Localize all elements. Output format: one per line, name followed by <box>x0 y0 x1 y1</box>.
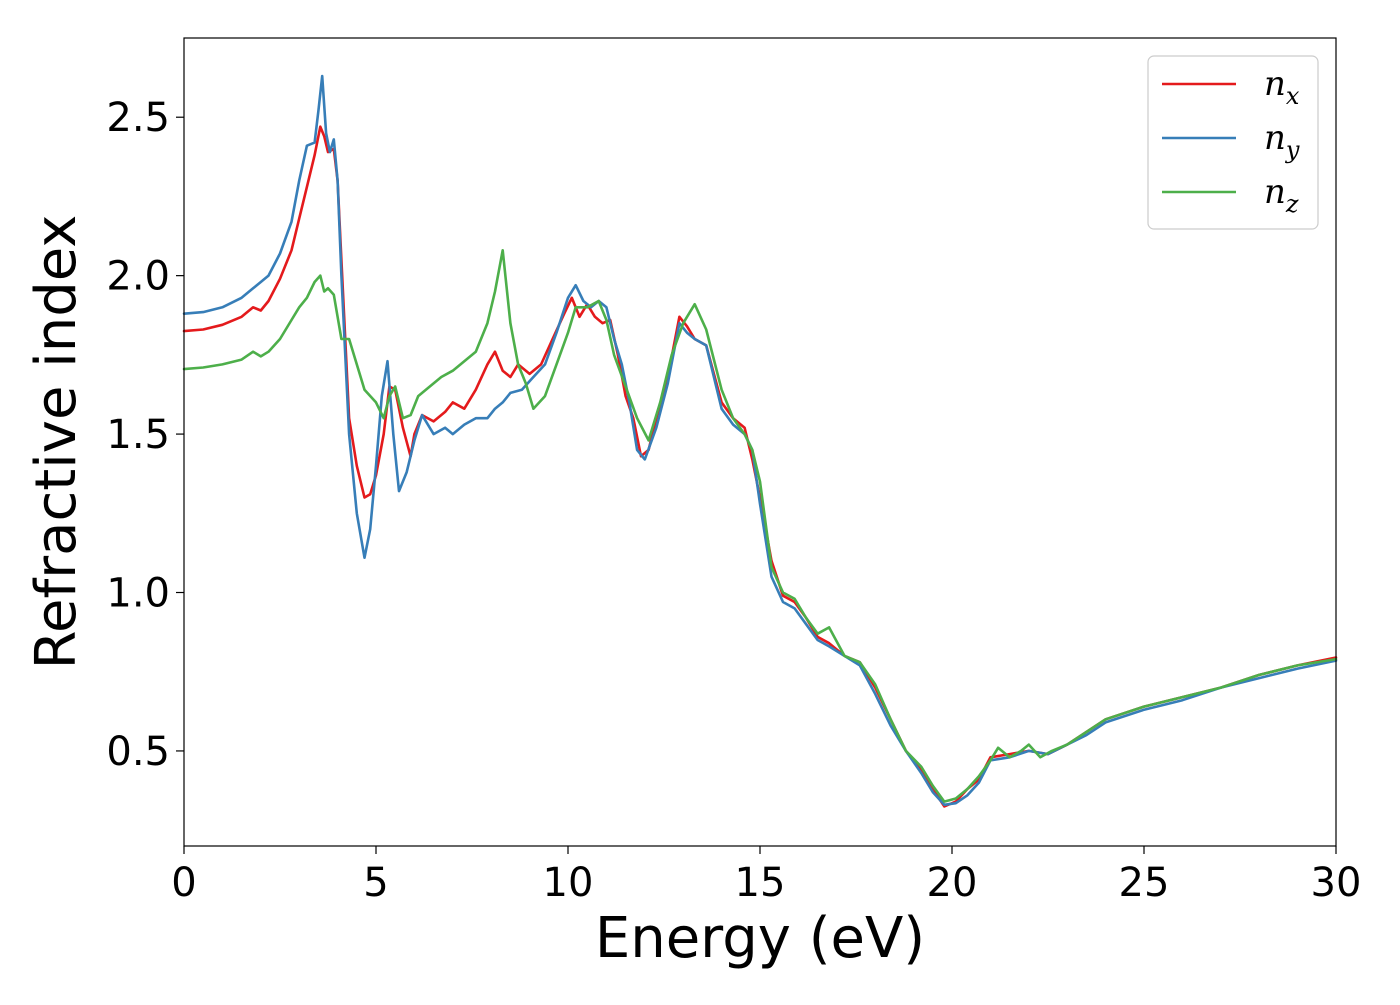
legend: nx ny nz <box>1147 55 1319 230</box>
y-tick-label: 1.0 <box>106 571 170 617</box>
y-tick-label: 2.5 <box>106 95 170 141</box>
x-tick-label: 15 <box>735 860 786 906</box>
x-tick-label: 5 <box>363 860 388 906</box>
series-layer <box>182 74 1338 808</box>
y-axis-title: Refractive index <box>24 215 89 670</box>
x-tick-label: 0 <box>171 860 196 906</box>
x-tick-label: 20 <box>927 860 978 906</box>
legend-box <box>1147 55 1319 230</box>
y-axis: 0.5 1.0 1.5 2.0 2.5 <box>106 95 184 775</box>
x-tick-label: 10 <box>543 860 594 906</box>
x-tick-label: 25 <box>1119 860 1170 906</box>
x-tick-label: 30 <box>1311 860 1362 906</box>
legend-label-ny: ny <box>1264 118 1300 164</box>
x-axis: 0 5 10 15 20 25 30 <box>171 846 1361 906</box>
legend-label-nx: nx <box>1264 64 1300 110</box>
y-tick-label: 0.5 <box>106 729 170 775</box>
y-tick-label: 1.5 <box>106 412 170 458</box>
y-tick-label: 2.0 <box>106 254 170 300</box>
legend-label-nz: nz <box>1264 172 1299 218</box>
series-line-nz <box>182 249 1338 803</box>
x-axis-title: Energy (eV) <box>595 906 925 971</box>
